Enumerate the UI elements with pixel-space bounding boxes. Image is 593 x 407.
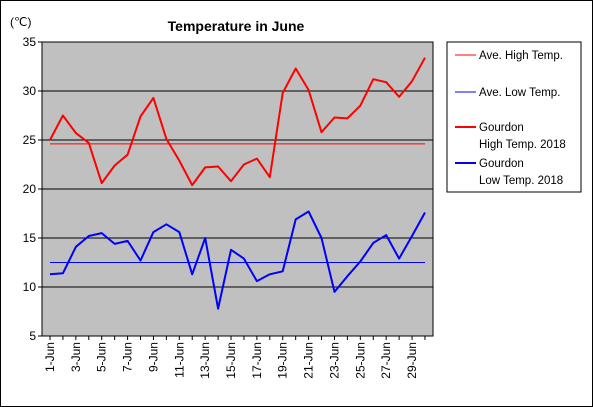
series-lines	[49, 57, 426, 310]
x-tick-label-5-Jun: 5-Jun	[95, 342, 109, 372]
y-tick-label-30: 30	[23, 84, 37, 98]
legend-label-0-0: Ave. High Temp.	[479, 50, 563, 62]
x-tick-label-9-Jun: 9-Jun	[146, 342, 160, 372]
series-line-2	[49, 57, 426, 187]
chart-title: Temperature in June	[168, 18, 305, 34]
x-tick-label-19-Jun: 19-Jun	[276, 342, 290, 379]
x-tick-label-27-Jun: 27-Jun	[379, 342, 393, 379]
y-tick-label-10: 10	[23, 280, 37, 294]
y-tick-label-25: 25	[23, 133, 37, 147]
x-tick-label-17-Jun: 17-Jun	[250, 342, 264, 379]
x-tick-label-29-Jun: 29-Jun	[405, 342, 419, 379]
x-tick-label-1-Jun: 1-Jun	[43, 342, 57, 372]
x-tick-label-13-Jun: 13-Jun	[198, 342, 212, 379]
legend-box	[446, 41, 582, 193]
x-tick-label-15-Jun: 15-Jun	[224, 342, 238, 379]
y-axis-unit-label: (℃)	[10, 15, 31, 29]
x-tick-label-3-Jun: 3-Jun	[69, 342, 83, 372]
y-tick-label-5: 5	[29, 329, 36, 343]
x-tick-label-7-Jun: 7-Jun	[121, 342, 135, 372]
legend-label-2-0: Gourdon	[479, 122, 524, 134]
x-tick-label-25-Jun: 25-Jun	[353, 342, 367, 379]
y-axis-ticks: 5 10 15 20 25 30 35	[23, 35, 42, 343]
series-line-3	[49, 210, 426, 310]
x-tick-label-23-Jun: 23-Jun	[327, 342, 341, 379]
y-tick-label-20: 20	[23, 182, 37, 196]
legend-label-1-0: Ave. Low Temp.	[479, 87, 560, 99]
x-tick-label-11-Jun: 11-Jun	[172, 342, 186, 378]
y-tick-label-15: 15	[23, 231, 37, 245]
legend-label-3-0: Gourdon	[479, 158, 524, 170]
x-tick-label-21-Jun: 21-Jun	[302, 342, 316, 379]
legend: Ave. High Temp. Ave. Low Temp. Gourdon High…	[455, 50, 566, 187]
legend-label-3-1: Low Temp. 2018	[479, 175, 563, 187]
legend-label-2-1: High Temp. 2018	[479, 139, 566, 151]
y-tick-label-35: 35	[23, 35, 37, 49]
x-axis-ticks: 1-Jun 3-Jun 5-Jun 7-Jun 9-Jun 11-Jun 13-Jun 15-…	[43, 336, 426, 379]
